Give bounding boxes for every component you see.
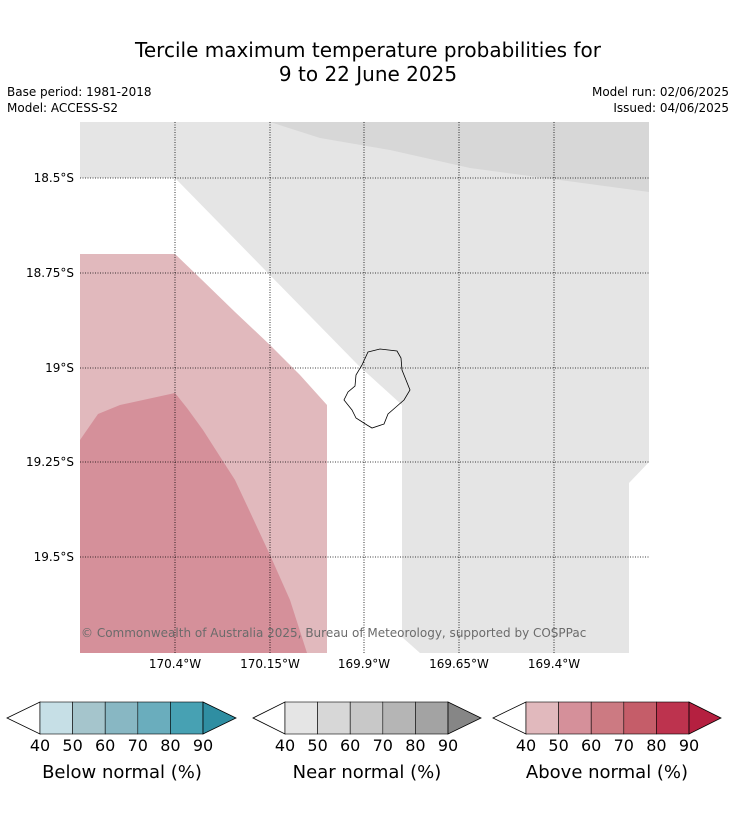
- colorbar-segment: [39, 701, 73, 735]
- colorbar-tick-label: 80: [405, 736, 426, 755]
- above-normal-strip: [300, 620, 327, 653]
- near-normal-region: [80, 122, 649, 653]
- colorbar-tick-label: 60: [95, 736, 116, 755]
- meta-left: Base period: 1981-2018 Model: ACCESS-S2: [7, 84, 152, 116]
- colorbar-segment: [382, 701, 416, 735]
- colorbar-label-near: Near normal (%): [292, 762, 442, 783]
- colorbar-tick-label: 70: [372, 736, 393, 755]
- lon-label-5: 169.4°W: [527, 657, 581, 671]
- colorbar-tick-label: 40: [274, 736, 296, 755]
- colorbar-tick-label: 60: [581, 736, 602, 755]
- colorbar-tick-label: 70: [127, 736, 148, 755]
- colorbar-segment: [525, 701, 559, 735]
- lon-label-3: 169.9°W: [337, 657, 391, 671]
- island-outline: [343, 348, 411, 429]
- lat-label-2: 18.75°S: [26, 266, 74, 280]
- colorbar-segment: [623, 701, 657, 735]
- lon-label-4: 169.65°W: [429, 657, 489, 671]
- map-plot-area: [80, 122, 649, 653]
- base-period: Base period: 1981-2018: [7, 85, 152, 99]
- colorbar-above-normal: [492, 701, 722, 735]
- colorbar-tick-label: 90: [192, 736, 214, 755]
- colorbar-near-normal: [252, 701, 482, 735]
- lat-label-3: 19°S: [45, 361, 74, 375]
- colorbar-tick-label: 50: [62, 736, 83, 755]
- colorbar-tick-label: 90: [678, 736, 700, 755]
- lat-label-4: 19.25°S: [26, 455, 74, 469]
- colorbar-segment: [170, 701, 204, 735]
- colorbar-extend-low: [6, 701, 41, 735]
- colorbar-tick-label: 40: [29, 736, 51, 755]
- colorbar-segment: [415, 701, 449, 735]
- colorbar-tick-label: 50: [307, 736, 328, 755]
- copyright-notice: © Commonwealth of Australia 2025, Bureau…: [81, 626, 587, 640]
- issued-date: Issued: 04/06/2025: [613, 101, 729, 115]
- colorbars: [6, 701, 722, 735]
- meta-right: Model run: 02/06/2025 Issued: 04/06/2025: [592, 84, 729, 116]
- colorbar-extend-low: [492, 701, 527, 735]
- colorbar-segment: [137, 701, 171, 735]
- title-line-1: Tercile maximum temperature probabilitie…: [135, 38, 601, 62]
- gridlines: [80, 122, 649, 653]
- colorbar-below-normal: [6, 701, 237, 735]
- colorbar-extend-low: [252, 701, 286, 735]
- colorbar-tick-label: 40: [515, 736, 537, 755]
- colorbar-label-below: Below normal (%): [42, 762, 202, 783]
- colorbar-tick-label: 90: [437, 736, 459, 755]
- colorbar-segment: [104, 701, 139, 735]
- lon-label-1: 170.4°W: [148, 657, 202, 671]
- map-canvas: [80, 122, 649, 653]
- colorbar-tick-label: 60: [340, 736, 361, 755]
- colorbar-segment: [656, 701, 690, 735]
- colorbar-segment: [590, 701, 625, 735]
- lat-label-5: 19.5°S: [33, 550, 74, 564]
- title-line-2: 9 to 22 June 2025: [278, 62, 458, 86]
- lat-label-1: 18.5°S: [33, 171, 74, 185]
- lon-label-2: 170.15°W: [240, 657, 300, 671]
- colorbar-tick-label: 50: [548, 736, 569, 755]
- colorbar-segment: [72, 701, 106, 735]
- above-normal-higher-region: [80, 393, 307, 653]
- colorbar-segment: [558, 701, 592, 735]
- colorbar-label-above: Above normal (%): [525, 762, 689, 783]
- colorbar-tick-label: 70: [613, 736, 634, 755]
- colorbar-segment: [349, 701, 384, 735]
- colorbar-tick-label: 80: [160, 736, 181, 755]
- model-run: Model run: 02/06/2025: [591, 85, 729, 99]
- model-name: Model: ACCESS-S2: [7, 101, 119, 115]
- colorbar-segment: [284, 701, 318, 735]
- colorbar-segment: [317, 701, 351, 735]
- colorbar-tick-label: 80: [646, 736, 667, 755]
- colorbar-extend-high: [202, 701, 237, 735]
- map-title: Tercile maximum temperature probabilitie…: [0, 38, 736, 86]
- colorbar-extend-high: [447, 701, 482, 735]
- colorbar-extend-high: [688, 701, 722, 735]
